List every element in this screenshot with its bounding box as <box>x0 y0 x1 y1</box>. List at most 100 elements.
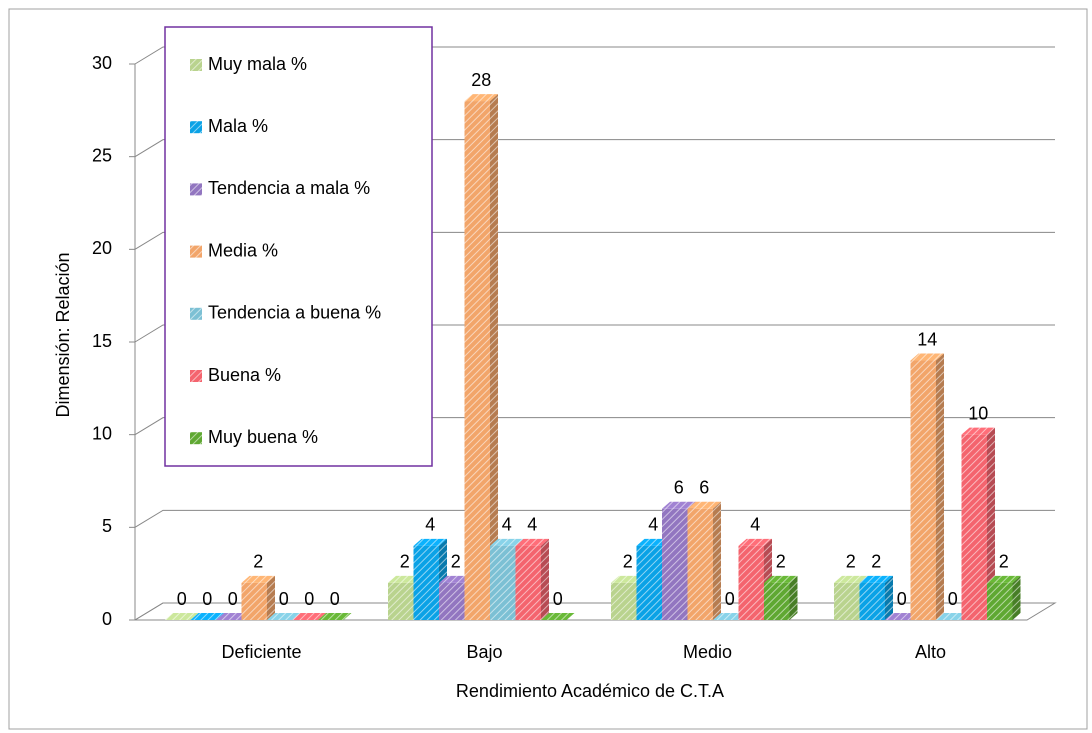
bar-side <box>789 575 798 620</box>
legend-swatch <box>190 370 202 382</box>
legend-swatch <box>190 59 202 71</box>
bar-front <box>515 545 541 620</box>
bar-front <box>611 582 637 620</box>
legend-swatch <box>190 183 202 196</box>
bar-top <box>987 575 1021 583</box>
bar-top <box>834 575 868 583</box>
grid-line <box>134 417 1055 436</box>
bar-front <box>961 434 987 620</box>
data-label: 0 <box>304 589 314 609</box>
bar-top <box>165 613 199 620</box>
legend-label: Muy mala % <box>208 54 307 74</box>
data-label: 4 <box>502 515 512 535</box>
bar-side <box>713 501 721 620</box>
bar-top <box>764 575 798 583</box>
bar <box>165 613 199 620</box>
legend-label: Buena % <box>208 365 281 385</box>
bar-front <box>241 582 267 620</box>
bar-side <box>267 575 275 620</box>
bar <box>241 575 275 620</box>
bar <box>267 613 301 620</box>
legend-label: Tendencia a mala % <box>208 178 370 198</box>
bar-top <box>464 94 498 102</box>
y-tick-label: 10 <box>92 423 112 443</box>
bar <box>987 575 1021 620</box>
bar <box>859 575 893 620</box>
data-label: 2 <box>846 552 856 572</box>
bar-top <box>713 613 747 620</box>
bar-top <box>267 613 301 620</box>
data-label: 4 <box>750 515 760 535</box>
legend-box <box>164 26 433 467</box>
bar-front <box>687 508 713 620</box>
bar-top <box>738 538 772 546</box>
grid-line <box>134 139 1055 158</box>
data-label: 6 <box>699 478 709 498</box>
bar-top <box>936 613 970 620</box>
legend-swatch <box>190 245 202 258</box>
bar-top <box>662 501 696 509</box>
bar-side <box>541 538 549 620</box>
bar <box>764 575 798 620</box>
bar <box>885 613 919 620</box>
bar <box>961 427 995 620</box>
data-label: 4 <box>527 515 537 535</box>
data-label: 0 <box>948 589 958 609</box>
y-tick-label: 5 <box>102 516 112 536</box>
bar-top <box>541 613 575 620</box>
bar-front <box>439 582 465 620</box>
bar-front <box>464 101 490 621</box>
bar-front <box>662 508 688 620</box>
bar <box>910 353 944 620</box>
bar-side <box>936 353 944 620</box>
bar <box>713 613 747 620</box>
grid-line <box>134 46 1055 65</box>
bar-top <box>190 613 224 620</box>
bar-side <box>490 94 498 621</box>
legend-label: Muy buena % <box>208 427 318 447</box>
bar-front <box>490 545 516 620</box>
x-tick-label: Alto <box>915 642 946 662</box>
bar-top <box>961 427 995 435</box>
bar-top <box>687 501 721 509</box>
data-label: 2 <box>253 552 263 572</box>
data-label: 2 <box>400 552 410 572</box>
bar <box>541 613 575 620</box>
bar-front <box>859 582 885 620</box>
bar-top <box>636 538 670 546</box>
bar-side <box>1012 575 1021 620</box>
y-tick-label: 30 <box>92 53 112 73</box>
bar-front <box>987 582 1013 620</box>
bar <box>687 501 721 620</box>
grid-line <box>134 324 1055 343</box>
data-label: 2 <box>451 552 461 572</box>
data-label: 28 <box>471 70 491 90</box>
bar-top <box>910 353 944 361</box>
y-tick-label: 15 <box>92 331 112 351</box>
bar-top <box>241 575 275 583</box>
bar-front <box>388 582 414 620</box>
bar-top <box>216 613 250 620</box>
bar-top <box>885 613 919 620</box>
data-label: 0 <box>897 589 907 609</box>
bar-side <box>885 575 893 620</box>
legend-label: Tendencia a buena % <box>208 303 381 323</box>
data-label: 0 <box>330 589 340 609</box>
data-label: 6 <box>674 478 684 498</box>
grid-line <box>134 231 1055 250</box>
y-tick-label: 20 <box>92 238 112 258</box>
data-label: 0 <box>553 589 563 609</box>
bar-top <box>859 575 893 583</box>
bar-top <box>318 613 352 620</box>
bar-top <box>515 538 549 546</box>
y-axis-title: Dimensión: Relación <box>53 252 73 417</box>
x-tick-label: Deficiente <box>221 642 301 662</box>
bar-top <box>439 575 473 583</box>
data-label: 0 <box>202 589 212 609</box>
data-label: 10 <box>968 403 988 423</box>
data-label: 2 <box>623 552 633 572</box>
bar <box>936 613 970 620</box>
y-tick-label: 25 <box>92 145 112 165</box>
legend-label: Mala % <box>208 116 268 136</box>
data-label: 4 <box>648 515 658 535</box>
